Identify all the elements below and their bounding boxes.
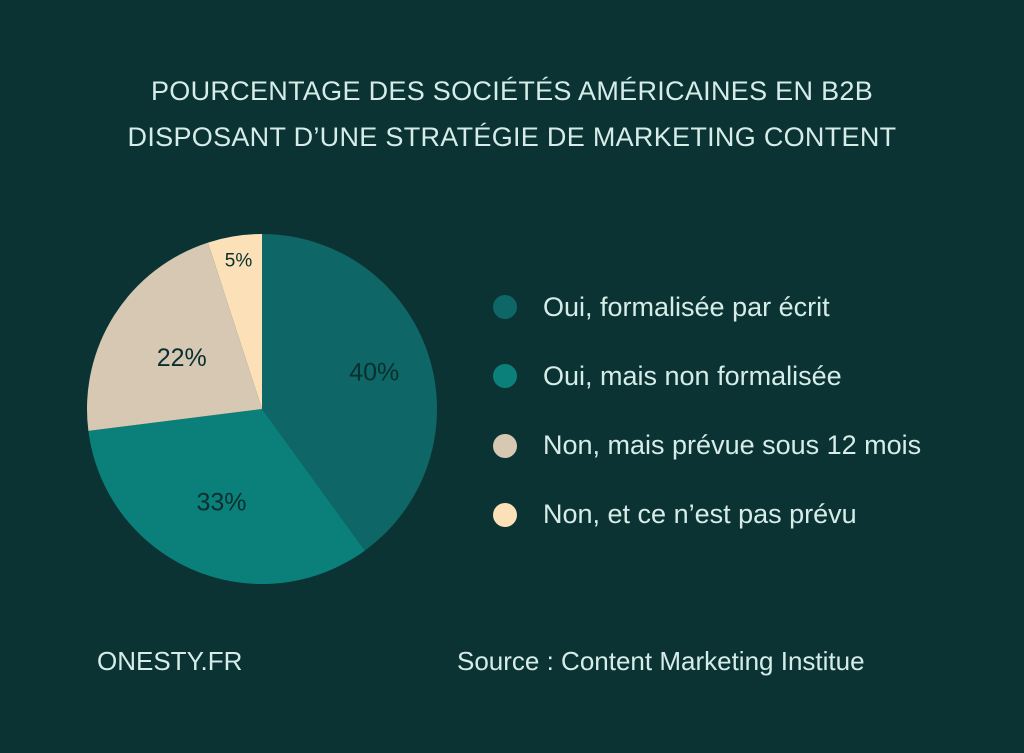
legend-swatch — [493, 364, 517, 389]
pie-slice-label: 40% — [349, 359, 399, 387]
chart-title: POURCENTAGE DES SOCIÉTÉS AMÉRICAINES EN … — [0, 68, 1024, 160]
brand-label: ONESTY.FR — [97, 646, 243, 676]
chart-legend: Oui, formalisée par écrit Oui, mais non … — [493, 284, 921, 561]
legend-item: Non, mais prévue sous 12 mois — [493, 423, 921, 469]
pie-slice — [207, 234, 262, 409]
legend-label: Non, mais prévue sous 12 mois — [543, 430, 922, 461]
legend-swatch — [493, 433, 517, 458]
legend-label: Non, et ce n’est pas prévu — [543, 499, 857, 530]
chart-title-line-2: DISPOSANT D’UNE STRATÉGIE DE MARKETING C… — [127, 122, 897, 152]
legend-item: Non, et ce n’est pas prévu — [493, 492, 921, 538]
pie-slice — [262, 234, 437, 551]
legend-swatch — [493, 295, 517, 319]
pie-slice-label: 33% — [196, 489, 246, 517]
chart-title-line-1: POURCENTAGE DES SOCIÉTÉS AMÉRICAINES EN … — [150, 76, 874, 106]
source-label: Source : Content Marketing Institue — [457, 646, 865, 676]
pie-slice — [86, 242, 262, 431]
pie-slice-label: 22% — [157, 344, 207, 372]
legend-swatch — [493, 502, 517, 527]
legend-item: Oui, mais non formalisée — [493, 353, 921, 399]
legend-label: Oui, mais non formalisée — [543, 360, 842, 391]
legend-label: Oui, formalisée par écrit — [543, 291, 830, 322]
pie-slice-label: 5% — [225, 250, 253, 271]
legend-item: Oui, formalisée par écrit — [493, 284, 921, 330]
pie-slice — [88, 409, 365, 585]
